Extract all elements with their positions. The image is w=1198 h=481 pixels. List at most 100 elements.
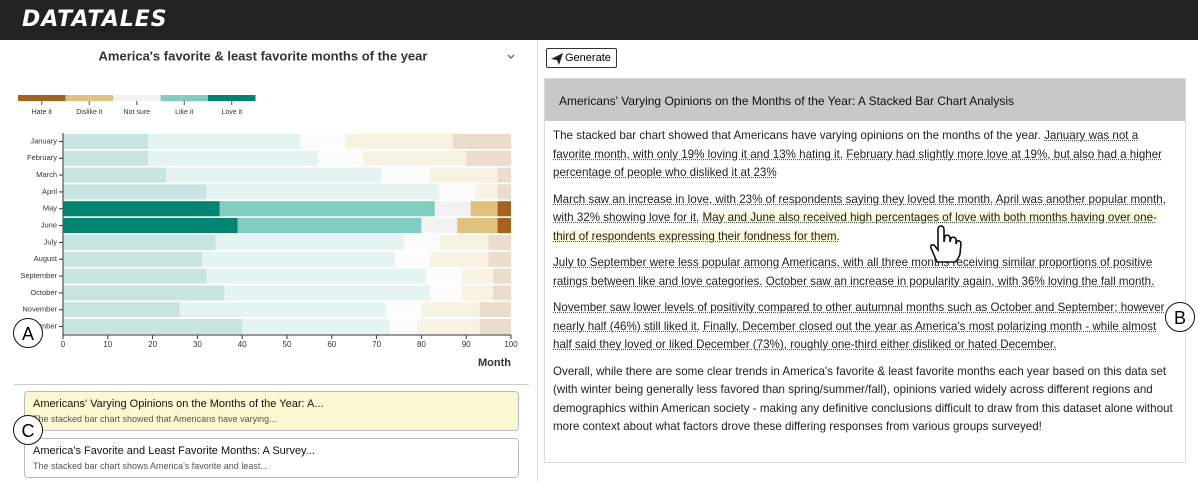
bar-segment: [493, 285, 511, 301]
card-snippet: The stacked bar chart shows America's fa…: [33, 461, 268, 471]
dropdown-chevron[interactable]: [507, 54, 515, 59]
y-tick-label: October: [30, 288, 57, 297]
bar-segment: [439, 184, 476, 200]
y-tick-label: May: [43, 204, 57, 213]
send-icon: [551, 53, 563, 65]
bar-segment: [452, 133, 511, 149]
bar-segment: [179, 302, 386, 318]
x-tick-label: 50: [283, 340, 292, 349]
bar-segment: [461, 285, 494, 301]
story-text: The stacked bar chart showed that Americ…: [545, 121, 1185, 437]
bar-segment: [63, 319, 243, 335]
bar-segment: [242, 319, 391, 335]
paragraph: Overall, while there are some clear tren…: [553, 363, 1177, 437]
top-bar: [0, 0, 1198, 40]
bar-segment: [215, 234, 404, 250]
sentence[interactable]: Finally, December closed out the year as…: [553, 319, 1157, 352]
sentence[interactable]: February had slightly more love at 19%, …: [553, 147, 1163, 180]
bar-segment: [166, 167, 382, 183]
sentence[interactable]: April was another popular month, with 32…: [553, 192, 1166, 225]
bar-segment: [493, 268, 511, 284]
x-tick-label: 40: [238, 340, 247, 349]
card-title: Americans' Varying Opinions on the Month…: [33, 398, 324, 410]
bar-segment: [63, 285, 225, 301]
legend-swatch: [113, 95, 161, 101]
sentence[interactable]: July to September were less popular amon…: [553, 256, 1153, 288]
legend-label: Love it: [221, 109, 242, 116]
chart-title[interactable]: America's favorite & least favorite mont…: [99, 48, 428, 63]
bar-segment: [63, 133, 149, 149]
x-tick-label: 70: [372, 340, 381, 349]
bar-segment: [318, 150, 364, 166]
legend-swatch: [18, 95, 66, 101]
legend-swatch: [160, 95, 208, 101]
bar-segment: [457, 218, 498, 234]
bar-segment: [224, 285, 431, 301]
bar-segment: [63, 201, 220, 217]
annotation-b: B: [1165, 302, 1195, 332]
y-tick-label: February: [27, 153, 57, 162]
bar-segment: [466, 150, 511, 166]
generate-label: Generate: [565, 52, 611, 64]
chart: America's favorite & least favorite mont…: [18, 48, 518, 369]
x-tick-label: 90: [462, 340, 471, 349]
sentence[interactable]: January was not a favorite month, with o…: [553, 129, 1139, 161]
card-snippet: The stacked bar chart showed that Americ…: [33, 414, 277, 424]
bar-segment: [461, 268, 494, 284]
legend-label: Hate it: [32, 109, 52, 116]
bar-segment: [403, 234, 440, 250]
sentence[interactable]: March saw an increase in love, with 23% …: [553, 192, 994, 206]
y-tick-label: March: [36, 170, 57, 179]
sentence: Overall, while there are some clear tren…: [553, 364, 1173, 434]
annotation-a: A: [13, 318, 43, 348]
y-tick-label: September: [20, 271, 57, 280]
history-card[interactable]: Americans' Varying Opinions on the Month…: [24, 391, 519, 431]
legend-swatch: [65, 95, 113, 101]
bar-segment: [488, 251, 511, 267]
bar-segment: [430, 285, 462, 301]
paragraph: November saw lower levels of positivity …: [553, 299, 1177, 355]
bar-segment: [497, 201, 511, 217]
x-tick-label: 100: [504, 340, 518, 349]
y-tick-label: April: [42, 187, 57, 196]
generate-button[interactable]: Generate: [546, 48, 617, 68]
bar-segment: [497, 218, 511, 234]
bar-segment: [206, 268, 426, 284]
bar-segment: [345, 133, 453, 149]
bar-segment: [63, 167, 167, 183]
divider: [14, 384, 529, 385]
hand-cursor: [930, 225, 962, 263]
bar-segment: [385, 302, 422, 318]
bar-segment: [201, 251, 395, 267]
x-tick-label: 0: [61, 340, 66, 349]
bar-segment: [421, 302, 480, 318]
y-tick-label: November: [22, 305, 57, 314]
history-card[interactable]: America's Favorite and Least Favorite Mo…: [24, 438, 519, 478]
x-axis-label: Month: [478, 357, 511, 369]
bar-segment: [421, 218, 458, 234]
bar-segment: [390, 319, 417, 335]
sentence: The stacked bar chart showed that Americ…: [553, 129, 1041, 142]
bar-segment: [63, 251, 202, 267]
sentence[interactable]: November saw lower levels of positivity …: [553, 301, 1165, 333]
bar-segment: [237, 218, 422, 234]
bar-segment: [430, 167, 498, 183]
y-tick-label: January: [30, 136, 57, 145]
bar-segment: [63, 184, 207, 200]
annotation-c: C: [13, 415, 43, 445]
y-tick-label: August: [34, 254, 58, 263]
bar-segment: [63, 218, 238, 234]
card-title: America's Favorite and Least Favorite Mo…: [33, 445, 315, 457]
paragraph: July to September were less popular amon…: [553, 254, 1177, 291]
bar-segment: [479, 319, 511, 335]
bar-segment: [475, 184, 498, 200]
sentence[interactable]: October saw an increase in popularity ag…: [765, 274, 1155, 288]
bar-segment: [416, 319, 480, 335]
story-panel: Americans' Varying Opinions on the Month…: [544, 78, 1186, 463]
bar-segment: [497, 184, 511, 200]
bar-segment: [479, 302, 511, 318]
bar-segment: [148, 150, 319, 166]
bar-segment: [470, 201, 498, 217]
x-tick-label: 10: [103, 340, 112, 349]
